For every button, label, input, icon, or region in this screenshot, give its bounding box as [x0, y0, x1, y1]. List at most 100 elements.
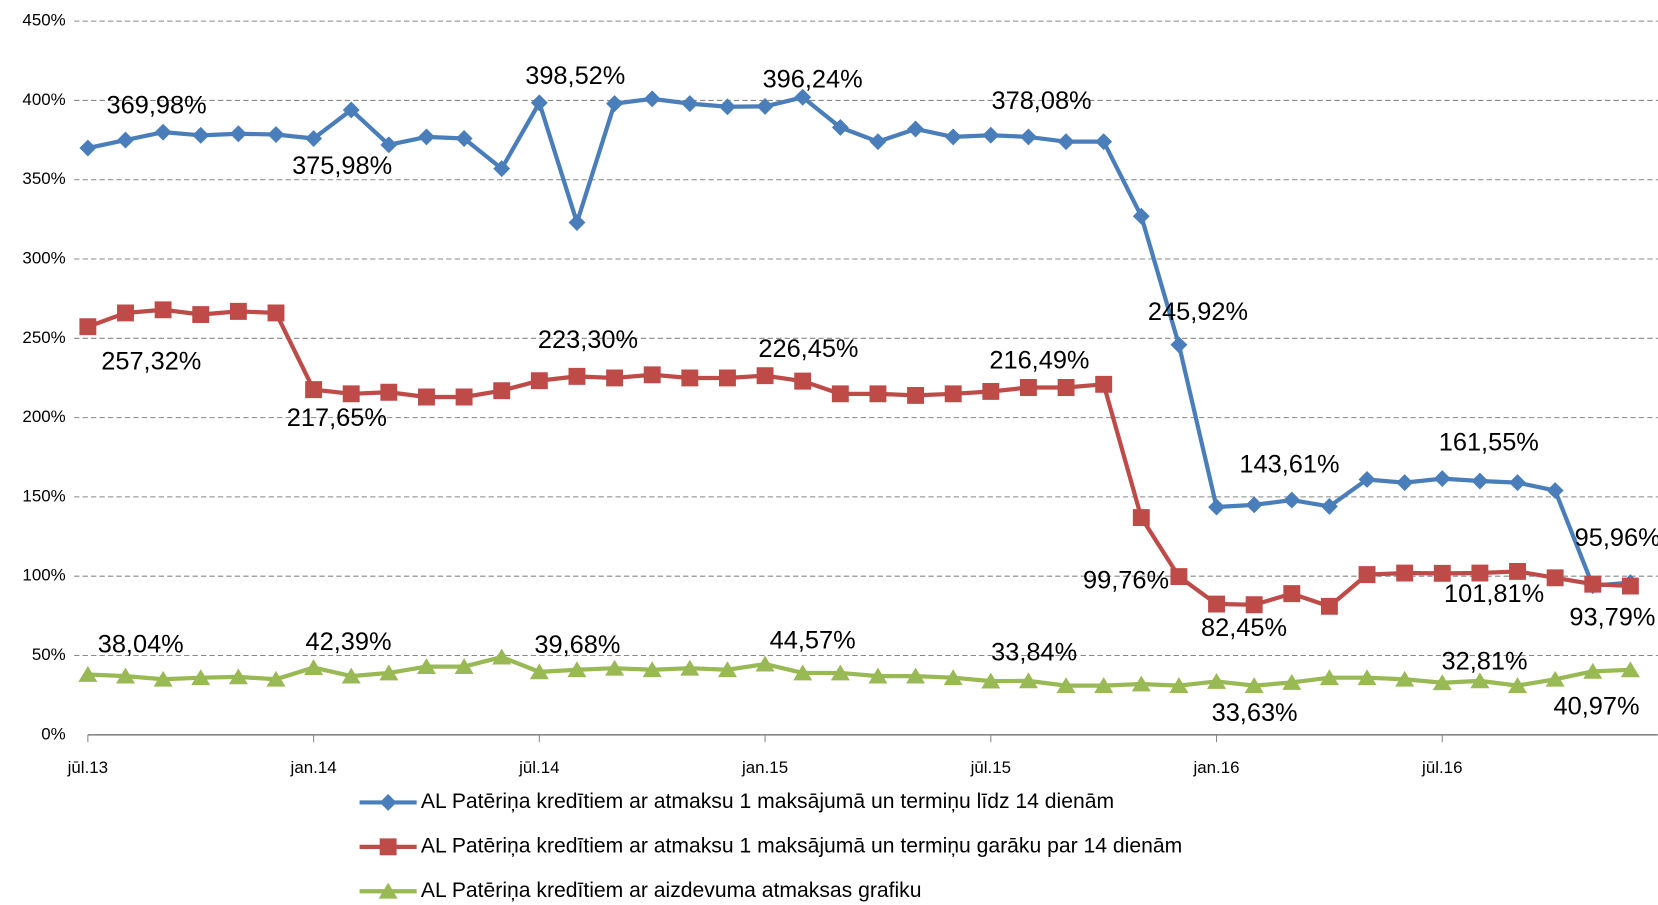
data-point	[869, 385, 887, 403]
data-point	[267, 304, 285, 322]
data-label: 38,04%	[98, 631, 184, 659]
data-label: 257,32%	[101, 347, 201, 375]
data-label: 101,81%	[1444, 580, 1544, 608]
data-point	[1169, 677, 1189, 694]
data-point	[192, 126, 210, 144]
data-label: 99,76%	[1083, 567, 1169, 595]
data-point	[493, 382, 511, 400]
data-point	[1170, 336, 1188, 354]
data-point	[1208, 498, 1226, 516]
data-label: 39,68%	[534, 631, 620, 659]
data-point	[830, 664, 850, 681]
data-point	[1019, 128, 1037, 146]
data-point	[906, 667, 926, 684]
data-point	[1208, 595, 1226, 613]
data-point	[981, 672, 1001, 689]
data-point	[530, 372, 548, 390]
data-point	[529, 663, 549, 680]
legend-marker	[379, 838, 397, 856]
data-label: 95,96%	[1575, 524, 1658, 552]
data-point	[642, 661, 662, 678]
x-tick-label: jūl.13	[67, 758, 108, 777]
data-point	[1621, 577, 1639, 595]
data-point	[304, 659, 324, 675]
data-point	[869, 133, 887, 151]
data-point	[1056, 677, 1076, 694]
legend-label: AL Patēriņa kredītiem ar aizdevuma atmak…	[421, 879, 922, 902]
data-point	[192, 306, 210, 323]
y-tick-label: 400%	[22, 90, 65, 109]
data-point	[1471, 564, 1489, 582]
y-tick-label: 200%	[22, 407, 65, 426]
data-point	[1245, 496, 1263, 514]
data-point	[153, 670, 173, 687]
legend-marker	[379, 793, 397, 811]
data-point	[380, 383, 398, 401]
data-point	[416, 658, 436, 674]
data-point	[1132, 509, 1150, 526]
x-tick-label: jan.14	[290, 758, 337, 777]
y-tick-label: 300%	[22, 248, 65, 267]
data-point	[1545, 670, 1565, 687]
data-point	[755, 655, 775, 672]
y-tick-label: 450%	[22, 11, 65, 30]
x-tick-label: jan.15	[741, 758, 788, 777]
data-point	[454, 658, 474, 674]
data-point	[907, 120, 925, 138]
data-point	[1508, 677, 1528, 694]
data-point	[78, 665, 98, 682]
data-point	[1019, 379, 1037, 396]
data-point	[681, 95, 699, 113]
data-point	[1358, 566, 1376, 584]
data-point	[79, 139, 97, 157]
data-point	[1583, 662, 1603, 679]
data-point	[379, 664, 399, 681]
data-point	[717, 661, 737, 678]
data-label: 375,98%	[292, 152, 392, 180]
data-label: 216,49%	[989, 347, 1089, 375]
data-label: 378,08%	[991, 87, 1091, 115]
series-line	[87, 654, 1631, 688]
data-point	[418, 128, 435, 146]
data-point	[643, 90, 661, 108]
data-point	[605, 659, 625, 676]
data-point	[1546, 569, 1564, 587]
data-point	[567, 661, 587, 678]
data-point	[1132, 207, 1150, 225]
data-label: 396,24%	[763, 66, 863, 94]
x-tick-label: jūl.16	[1421, 758, 1462, 777]
y-tick-label: 100%	[22, 566, 65, 585]
series-line	[87, 307, 1631, 609]
data-label: 42,39%	[305, 628, 391, 656]
data-point	[680, 659, 700, 676]
data-label: 398,52%	[525, 62, 625, 90]
data-point	[907, 386, 925, 404]
data-point	[718, 369, 736, 387]
data-point	[944, 128, 962, 146]
data-label: 245,92%	[1148, 298, 1248, 326]
data-point	[342, 101, 360, 119]
data-point	[1396, 474, 1414, 492]
data-point	[793, 664, 813, 681]
data-point	[228, 668, 248, 685]
data-point	[643, 366, 661, 384]
data-point	[267, 126, 285, 143]
y-tick-label: 150%	[22, 486, 65, 505]
data-point	[982, 126, 1000, 144]
data-label: 33,84%	[991, 638, 1077, 666]
data-point	[1245, 596, 1263, 614]
data-point	[1509, 562, 1526, 580]
legend-marker	[378, 882, 398, 899]
data-point	[1244, 677, 1264, 694]
data-point	[1282, 673, 1302, 690]
data-point	[1471, 472, 1489, 490]
data-point	[1509, 474, 1526, 492]
data-point	[455, 130, 473, 147]
data-point	[380, 136, 398, 154]
data-point	[1470, 672, 1490, 689]
data-point	[1395, 670, 1415, 687]
data-point	[341, 667, 361, 684]
data-point	[154, 301, 172, 319]
data-point	[1283, 585, 1301, 603]
data-point	[1283, 491, 1301, 509]
